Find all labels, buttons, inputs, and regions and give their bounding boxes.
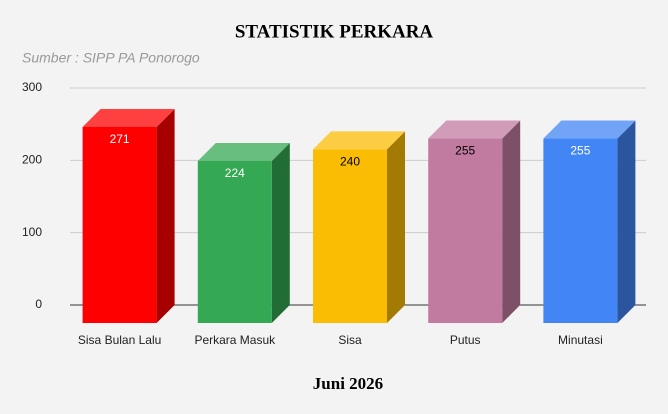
- y-tick-label: 200: [22, 153, 42, 167]
- bar: [313, 149, 387, 323]
- chart-title: STATISTIK PERKARA: [235, 21, 434, 42]
- x-tick-label: Sisa Bulan Lalu: [78, 333, 161, 347]
- chart-subtitle: Sumber : SIPP PA Ponorogo: [22, 50, 200, 66]
- x-axis-title: Juni 2026: [313, 374, 383, 393]
- x-tick-label: Sisa: [338, 333, 362, 347]
- bar-top: [313, 131, 405, 150]
- bar-top: [428, 120, 521, 139]
- bar-side: [617, 120, 636, 323]
- value-label: 240: [340, 155, 360, 169]
- value-label: 271: [110, 132, 130, 146]
- bar: [82, 126, 157, 323]
- value-label: 255: [455, 144, 475, 158]
- bar-side: [502, 120, 521, 323]
- value-label: 224: [225, 166, 245, 180]
- y-tick-label: 300: [22, 80, 42, 94]
- bar-side: [156, 108, 175, 323]
- bar-top: [197, 142, 290, 161]
- bar: [543, 138, 618, 323]
- y-tick-label: 100: [22, 225, 42, 239]
- x-tick-label: Minutasi: [558, 333, 603, 347]
- bar: [428, 138, 503, 323]
- bar-side: [271, 142, 290, 323]
- bar-side: [387, 131, 405, 323]
- x-tick-label: Putus: [450, 333, 481, 347]
- y-tick-label: 0: [35, 297, 42, 311]
- value-label: 255: [570, 144, 590, 158]
- x-tick-label: Perkara Masuk: [194, 333, 276, 347]
- bar-top: [543, 120, 636, 139]
- bar: [197, 160, 272, 323]
- bar-top: [82, 108, 175, 127]
